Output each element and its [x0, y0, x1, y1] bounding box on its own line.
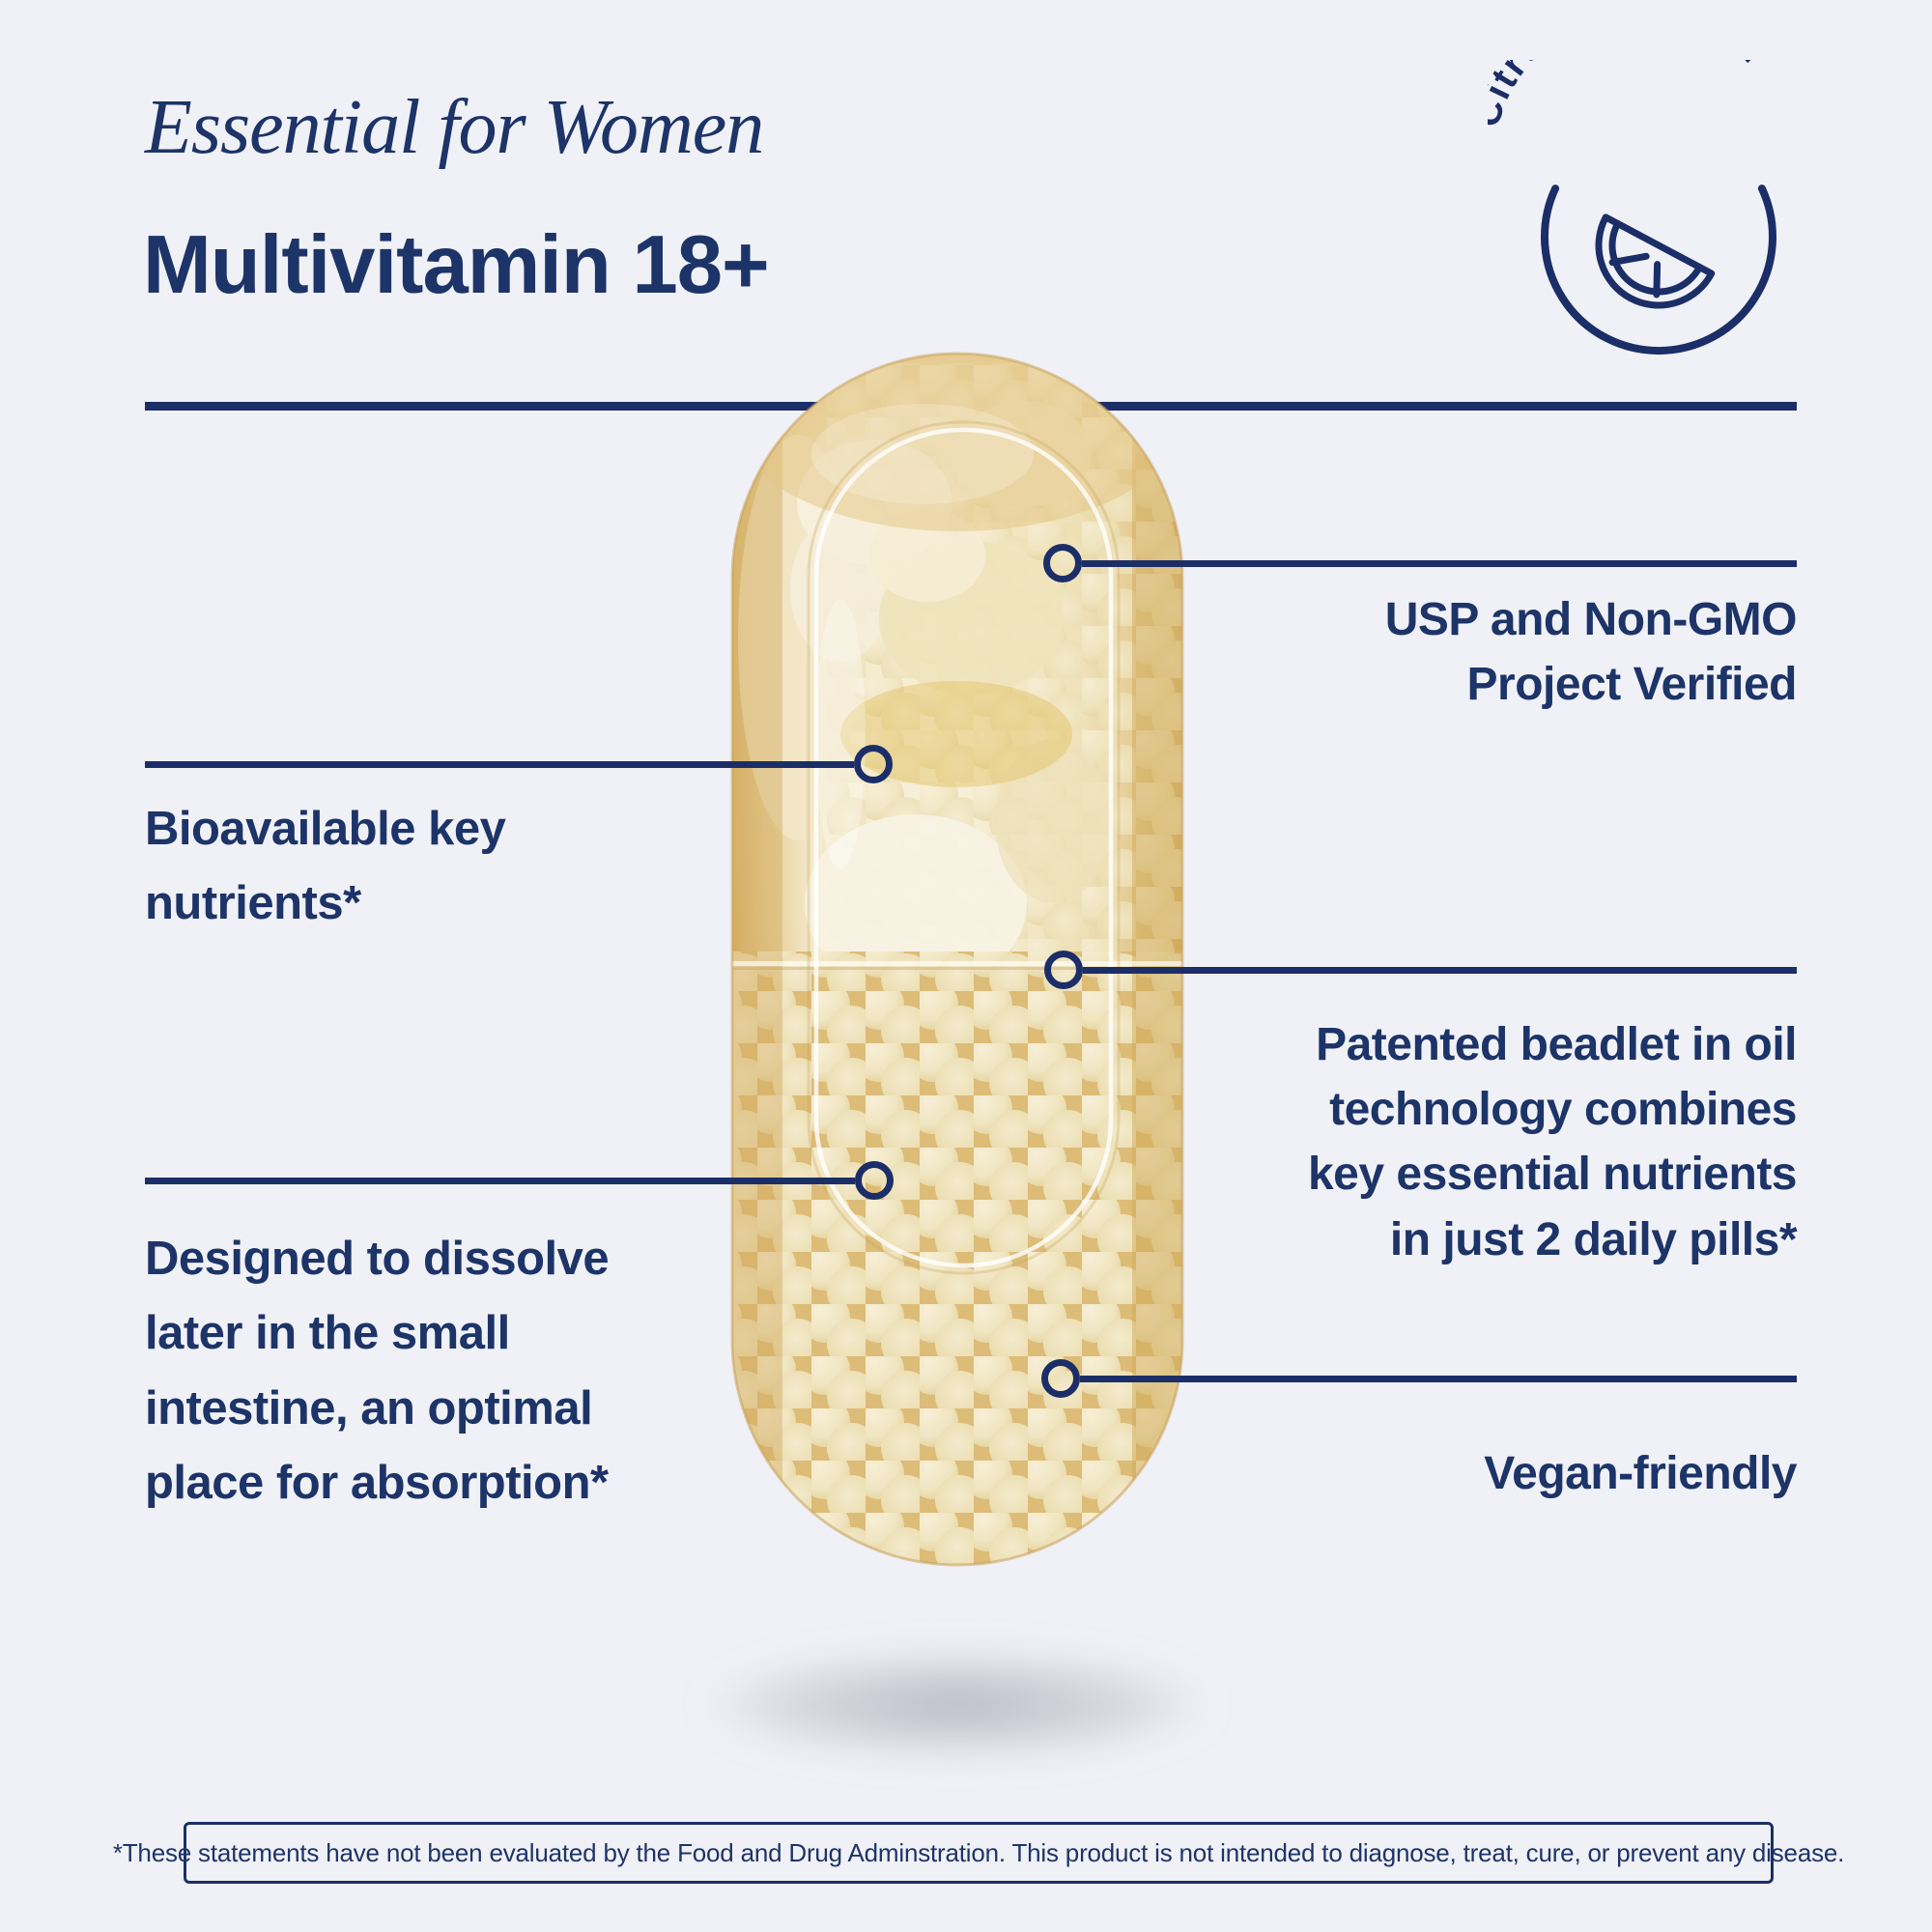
vegan-callout-line — [1080, 1376, 1797, 1382]
vegan-callout-text: Vegan-friendly — [1484, 1448, 1797, 1499]
bioavailable-callout-marker — [854, 745, 893, 783]
product-line-title: Essential for Women — [145, 85, 764, 170]
capsule-outline — [730, 352, 1184, 1567]
fda-disclaimer-text: *These statements have not been evaluate… — [112, 1837, 1845, 1867]
usp-callout-marker — [1043, 544, 1082, 582]
usp-callout-text: USP and Non-GMO Project Verified — [1384, 594, 1798, 711]
patented-callout-line — [1083, 967, 1797, 974]
product-name-title: Multivitamin 18+ — [143, 219, 770, 311]
capsule-body — [732, 354, 1182, 1565]
badge-ring-arc — [1541, 185, 1776, 355]
vegan-callout-marker — [1041, 1359, 1080, 1398]
usp-callout-line — [1082, 560, 1797, 567]
citrus-wedge-icon — [1595, 213, 1716, 309]
capsule-shadow — [701, 1652, 1213, 1758]
patented-callout-text: Patented beadlet in oil technology combi… — [1307, 1019, 1798, 1265]
bioavailable-callout-text: Bioavailable key nutrients* — [145, 803, 506, 930]
patented-callout-marker — [1044, 951, 1083, 989]
dissolve-callout-line — [145, 1178, 855, 1184]
dissolve-callout-text: Designed to dissolve later in the small … — [145, 1233, 610, 1510]
fda-disclaimer-box: *These statements have not been evaluate… — [113, 1822, 1844, 1884]
citrus-essenced-badge: Citrus Essenced — [1488, 60, 1776, 355]
bioavailable-callout-line — [145, 761, 854, 768]
dissolve-callout-marker — [855, 1161, 894, 1200]
badge-curved-label: Citrus Essenced — [1488, 60, 1775, 132]
